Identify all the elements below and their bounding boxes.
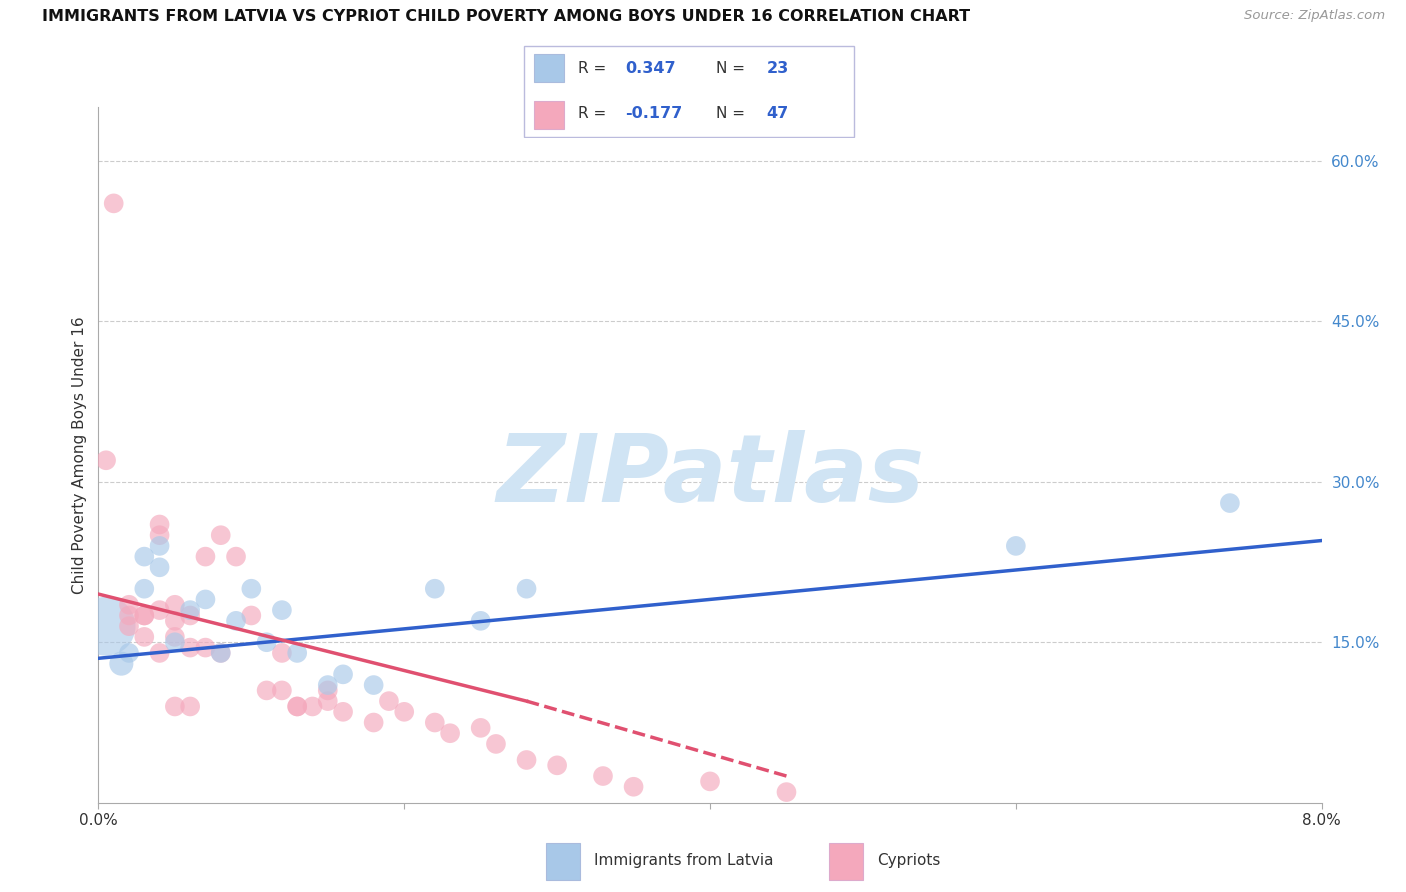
Point [546, 758, 568, 772]
Point [775, 785, 797, 799]
Point [285, 699, 308, 714]
Point [134, 582, 156, 596]
Point [94, 619, 117, 633]
Point [179, 640, 201, 655]
Point [256, 635, 278, 649]
Point [118, 646, 141, 660]
Point [163, 699, 186, 714]
Text: R =: R = [578, 61, 610, 76]
Point [332, 705, 354, 719]
Point [270, 683, 294, 698]
Point [179, 608, 201, 623]
Point [423, 715, 446, 730]
Text: -0.177: -0.177 [624, 106, 682, 121]
Point [94, 453, 117, 467]
Point [592, 769, 614, 783]
Text: 23: 23 [766, 61, 789, 76]
Point [149, 539, 172, 553]
Point [301, 699, 323, 714]
Point [363, 678, 385, 692]
Text: 0.347: 0.347 [624, 61, 675, 76]
Point [149, 528, 172, 542]
Point [194, 549, 217, 564]
Point [134, 608, 156, 623]
Point [209, 646, 232, 660]
FancyBboxPatch shape [523, 45, 855, 137]
Point [149, 517, 172, 532]
Point [134, 608, 156, 623]
Text: 47: 47 [766, 106, 789, 121]
Point [423, 582, 446, 596]
Point [240, 582, 263, 596]
Point [256, 683, 278, 698]
Point [623, 780, 645, 794]
Point [470, 721, 492, 735]
Point [163, 635, 186, 649]
Text: N =: N = [716, 106, 749, 121]
Point [378, 694, 401, 708]
Point [179, 699, 201, 714]
Point [103, 196, 125, 211]
Point [1004, 539, 1026, 553]
Point [149, 646, 172, 660]
Text: ZIPatlas: ZIPatlas [496, 430, 924, 522]
Point [194, 640, 217, 655]
Point [485, 737, 508, 751]
Point [270, 603, 294, 617]
Point [209, 646, 232, 660]
Point [118, 619, 141, 633]
Point [163, 630, 186, 644]
Point [163, 614, 186, 628]
Point [163, 598, 186, 612]
Point [225, 549, 247, 564]
Point [194, 592, 217, 607]
Point [699, 774, 721, 789]
FancyBboxPatch shape [546, 843, 581, 880]
Point [316, 694, 339, 708]
Point [285, 646, 308, 660]
Text: N =: N = [716, 61, 749, 76]
Point [392, 705, 416, 719]
Point [439, 726, 461, 740]
Point [110, 657, 132, 671]
Point [149, 603, 172, 617]
Point [270, 646, 294, 660]
FancyBboxPatch shape [828, 843, 863, 880]
Point [118, 598, 141, 612]
FancyBboxPatch shape [534, 54, 564, 82]
Point [240, 608, 263, 623]
Point [332, 667, 354, 681]
Point [1219, 496, 1241, 510]
Point [134, 549, 156, 564]
Point [134, 630, 156, 644]
Point [225, 614, 247, 628]
Text: Immigrants from Latvia: Immigrants from Latvia [593, 854, 773, 868]
Text: Source: ZipAtlas.com: Source: ZipAtlas.com [1244, 9, 1385, 22]
Point [118, 608, 141, 623]
Text: Cypriots: Cypriots [877, 854, 941, 868]
Point [516, 753, 538, 767]
FancyBboxPatch shape [534, 101, 564, 129]
Point [516, 582, 538, 596]
Point [149, 560, 172, 574]
Y-axis label: Child Poverty Among Boys Under 16: Child Poverty Among Boys Under 16 [72, 316, 87, 594]
Point [316, 678, 339, 692]
Point [470, 614, 492, 628]
Point [316, 683, 339, 698]
Text: IMMIGRANTS FROM LATVIA VS CYPRIOT CHILD POVERTY AMONG BOYS UNDER 16 CORRELATION : IMMIGRANTS FROM LATVIA VS CYPRIOT CHILD … [42, 9, 970, 24]
Point [209, 528, 232, 542]
Text: R =: R = [578, 106, 610, 121]
Point [363, 715, 385, 730]
Point [179, 603, 201, 617]
Point [285, 699, 308, 714]
